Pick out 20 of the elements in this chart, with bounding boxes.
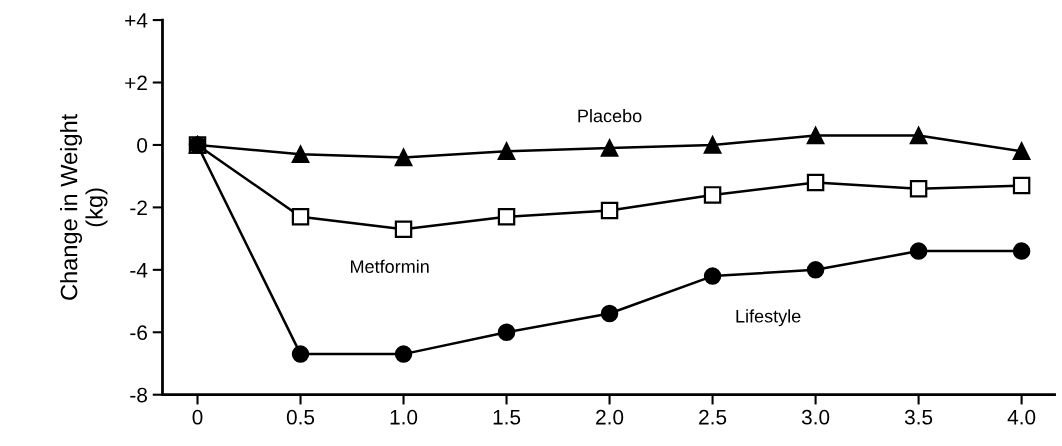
x-tick-label: 3.0 <box>801 409 830 425</box>
x-tick-label: 0 <box>192 409 203 425</box>
y-axis-title: Change in Weight (kg) <box>60 113 108 300</box>
y-tick-label: +2 <box>125 75 147 91</box>
series-label: Lifestyle <box>736 309 801 327</box>
y-tick-label: -4 <box>130 263 148 278</box>
y-tick-label: +4 <box>125 13 148 28</box>
x-tick-label: 1.5 <box>493 410 521 425</box>
series-label: Placebo <box>578 109 642 123</box>
x-tick-label: 4.0 <box>1007 409 1036 425</box>
series-label: Metformin <box>351 259 429 273</box>
x-tick-label: 0.5 <box>286 409 315 425</box>
x-tick-label: 2.0 <box>596 409 624 425</box>
y-tick-label: -6 <box>130 325 147 341</box>
y-tick-label: 0 <box>137 137 148 153</box>
x-tick-label: 3.5 <box>904 409 933 425</box>
y-tick-label: -8 <box>130 387 147 403</box>
x-tick-label: 1.0 <box>390 409 418 425</box>
x-tick-label: 2.5 <box>699 409 727 425</box>
y-tick-label: -2 <box>130 200 147 215</box>
